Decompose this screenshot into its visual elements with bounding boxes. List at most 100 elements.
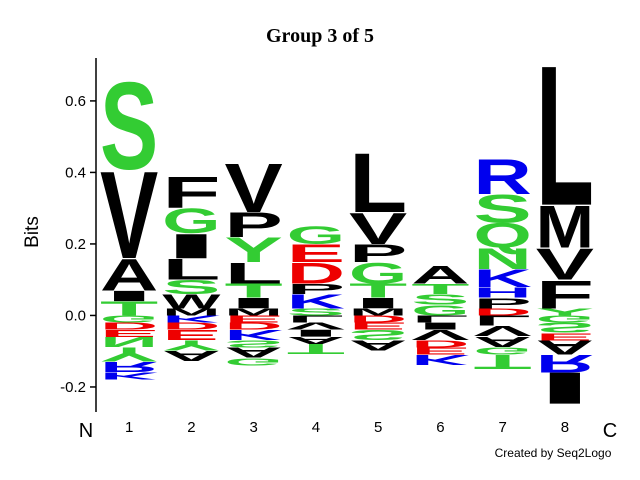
logo-letter: F bbox=[162, 168, 220, 218]
logo-letter: T bbox=[349, 280, 407, 302]
c-terminus-label: C bbox=[603, 420, 617, 442]
logo-letter: S bbox=[287, 307, 345, 318]
logo-letter: A bbox=[349, 337, 407, 354]
logo-letter: L bbox=[349, 136, 407, 231]
logo-letter: V bbox=[411, 326, 470, 343]
y-tick-label: 0.0 bbox=[65, 307, 86, 324]
logo-letter: T bbox=[474, 350, 532, 372]
logo-letter: D bbox=[287, 256, 345, 289]
x-tick-label: 4 bbox=[312, 419, 320, 436]
logo-letter: K bbox=[287, 291, 345, 313]
logo-letter: S bbox=[536, 319, 594, 336]
logo-letter: K bbox=[225, 326, 283, 343]
logo-letter: L bbox=[411, 313, 469, 324]
x-tick-label: 1 bbox=[125, 419, 133, 436]
x-tick-label: 5 bbox=[374, 419, 382, 436]
logo-letter: L bbox=[225, 256, 283, 289]
logo-letter: R bbox=[100, 359, 158, 376]
logo-letter: K bbox=[100, 370, 158, 381]
logo-letter: G bbox=[162, 202, 220, 241]
logo-letter: G bbox=[411, 302, 469, 319]
logo-letter: A bbox=[411, 261, 469, 289]
logo-letter: Y bbox=[162, 337, 220, 354]
logo-letter: G bbox=[474, 345, 532, 356]
logo-letter: I bbox=[411, 320, 469, 331]
logo-letter: V bbox=[349, 203, 407, 253]
logo-letter: G bbox=[100, 313, 158, 324]
logo-letter: P bbox=[349, 239, 407, 267]
logo-letter: W bbox=[162, 290, 221, 313]
logo-letter: Y bbox=[100, 343, 158, 365]
logo-letter: G bbox=[287, 221, 345, 249]
logo-letter: G bbox=[225, 356, 283, 367]
logo-letter: Y bbox=[536, 307, 594, 318]
logo-letter: V bbox=[536, 239, 594, 289]
y-axis-label: Bits bbox=[22, 216, 43, 248]
logo-letter: F bbox=[536, 273, 594, 317]
logo-letter: I bbox=[349, 295, 407, 312]
logo-letter: N bbox=[474, 242, 532, 275]
logo-letter: S bbox=[473, 187, 531, 231]
logo-letter: V bbox=[100, 145, 158, 285]
logo-letter: D bbox=[100, 320, 158, 331]
logo-letter: E bbox=[225, 313, 283, 324]
logo-letter: A bbox=[162, 348, 220, 365]
logo-letter: T bbox=[287, 341, 345, 358]
y-tick-label: -0.2 bbox=[60, 379, 86, 396]
logo-letter: E bbox=[100, 328, 158, 339]
x-tick-label: 8 bbox=[561, 419, 569, 436]
logo-letter: E bbox=[162, 326, 220, 343]
logo-letter: D bbox=[225, 320, 283, 331]
logo-letter: P bbox=[474, 295, 532, 312]
logo-letter: H bbox=[474, 284, 532, 301]
logo-letter: S bbox=[411, 291, 469, 308]
y-tick-label: 0.2 bbox=[65, 236, 86, 253]
logo-letter: G bbox=[536, 313, 594, 324]
logo-letter: I bbox=[162, 227, 220, 266]
logo-letter: I bbox=[287, 328, 345, 339]
logo-letter: L bbox=[162, 253, 220, 286]
x-tick-label: 2 bbox=[187, 419, 195, 436]
logo-letter: Q bbox=[474, 216, 532, 255]
logo-letter: M bbox=[224, 306, 282, 317]
logo-letter: T bbox=[225, 280, 283, 302]
chart-title: Group 3 of 5 bbox=[266, 25, 374, 47]
n-terminus-label: N bbox=[79, 420, 93, 442]
logo-letter: V bbox=[474, 323, 533, 340]
logo-letter: R bbox=[536, 349, 594, 377]
logo-letter: K bbox=[411, 351, 469, 368]
logo-letter: M bbox=[162, 306, 220, 317]
logo-letter: N bbox=[100, 334, 158, 351]
logo-letter: G bbox=[349, 256, 407, 290]
logo-letter: R bbox=[473, 149, 531, 205]
logo-letter: K bbox=[162, 313, 220, 324]
logo-letter: L bbox=[287, 313, 345, 324]
logo-letter: E bbox=[411, 345, 469, 356]
logo-letter: E bbox=[287, 239, 345, 267]
logo-letter: I bbox=[100, 288, 158, 305]
logo-letter: Y bbox=[225, 231, 283, 270]
logo-letter: S bbox=[225, 338, 283, 349]
logo-letter: P bbox=[287, 281, 345, 298]
logo-letter: T bbox=[100, 297, 158, 319]
logo-letter: D bbox=[474, 307, 532, 318]
logo-letter: S bbox=[162, 276, 220, 298]
credit: Created by Seq2Logo bbox=[495, 446, 612, 460]
logo-letter: E bbox=[536, 331, 594, 342]
y-tick-label: 0.4 bbox=[65, 164, 86, 181]
logo-letter: V bbox=[224, 148, 283, 227]
logo-letter: M bbox=[536, 193, 594, 260]
logo-letter: I bbox=[536, 363, 594, 413]
logo-letter: D bbox=[349, 313, 407, 324]
logo-letter: K bbox=[474, 264, 532, 292]
x-tick-label: 7 bbox=[498, 419, 506, 436]
logo-letter: A bbox=[287, 335, 345, 346]
logo-letter: V bbox=[287, 320, 346, 331]
logo-letter: A bbox=[474, 334, 532, 351]
logo-letter: A bbox=[225, 344, 283, 361]
logo-letter: S bbox=[100, 55, 158, 195]
y-tick-label: 0.6 bbox=[65, 93, 86, 110]
logo-letter: L bbox=[536, 25, 594, 248]
logo-letter: S bbox=[349, 326, 407, 343]
